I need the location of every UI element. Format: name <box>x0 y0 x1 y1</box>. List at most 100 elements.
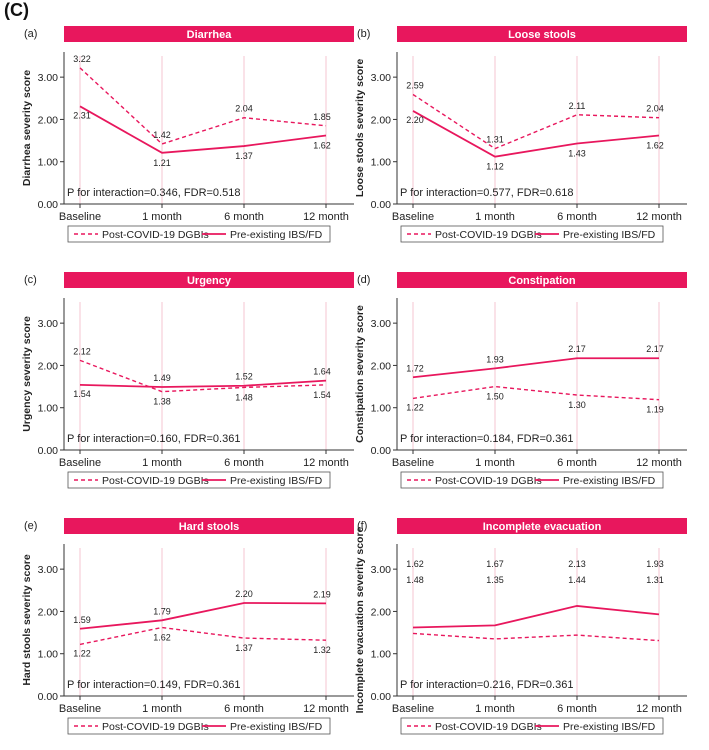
data-label: 1.48 <box>406 575 424 585</box>
y-tick-label: 2.00 <box>371 606 392 618</box>
x-tick-label: 6 month <box>557 211 597 223</box>
data-label: 1.30 <box>568 400 586 410</box>
data-label: 1.54 <box>313 390 331 400</box>
legend-label-post: Post-COVID-19 DGBIs <box>435 229 542 241</box>
panel-letter: (b) <box>357 28 370 40</box>
panel-c: (c) Urgency 0.00 1.00 2.00 3.00 Baseline 1 mont… <box>21 272 354 489</box>
y-tick-label: 2.00 <box>38 114 59 126</box>
data-label: 1.12 <box>486 162 504 172</box>
x-tick-label: 1 month <box>142 703 182 715</box>
data-label: 2.12 <box>73 346 91 356</box>
x-tick-label: Baseline <box>59 457 101 469</box>
legend-label-post: Post-COVID-19 DGBIs <box>435 721 542 733</box>
legend-box <box>400 471 664 489</box>
panel-title: Hard stools <box>179 521 240 533</box>
legend-box <box>67 471 331 489</box>
panel-b: (b) Loose stools 0.00 1.00 2.00 3.00 Baseline 1… <box>354 26 687 243</box>
y-axis-title: Hard stools severity score <box>21 554 33 685</box>
x-tick-label: 6 month <box>224 457 264 469</box>
data-label: 2.19 <box>313 589 331 599</box>
y-tick-label: 0.00 <box>371 691 392 703</box>
data-label: 1.62 <box>313 140 331 150</box>
legend-label-pre: Pre-existing IBS/FD <box>230 229 323 241</box>
x-tick-label: 12 month <box>303 703 349 715</box>
series-line-post-covid <box>412 93 660 150</box>
series-line-pre-existing <box>412 605 660 629</box>
data-label: 1.43 <box>568 149 586 159</box>
panel-letter: (e) <box>24 520 37 532</box>
legend-box <box>400 225 664 243</box>
data-label: 1.64 <box>313 367 331 377</box>
legend-label-post: Post-COVID-19 DGBIs <box>435 475 542 487</box>
y-tick-label: 3.00 <box>38 564 59 576</box>
data-label: 1.31 <box>646 575 664 585</box>
data-label: 1.93 <box>486 354 504 364</box>
series-line-pre-existing <box>79 379 327 388</box>
legend-label-post: Post-COVID-19 DGBIs <box>102 229 209 241</box>
y-axis-title: Constipation severity score <box>354 305 366 443</box>
panel-letter: (a) <box>24 28 37 40</box>
legend-label-pre: Pre-existing IBS/FD <box>563 475 656 487</box>
data-label: 1.52 <box>235 372 253 382</box>
y-tick-label: 0.00 <box>38 445 59 457</box>
series-line-post-covid <box>79 359 327 393</box>
x-tick-label: Baseline <box>392 211 434 223</box>
p-interaction-annotation: P for interaction=0.149, FDR=0.361 <box>67 679 240 691</box>
panel-title: Incomplete evacuation <box>483 521 602 533</box>
data-label: 1.44 <box>568 575 586 585</box>
panel-title: Urgency <box>187 275 232 287</box>
data-label: 1.54 <box>73 389 91 399</box>
x-tick-label: 1 month <box>475 703 515 715</box>
data-label: 1.62 <box>646 140 664 150</box>
data-label: 1.62 <box>406 559 424 569</box>
data-label: 1.37 <box>235 151 253 161</box>
y-tick-label: 1.00 <box>38 403 59 415</box>
p-interaction-annotation: P for interaction=0.184, FDR=0.361 <box>400 433 573 445</box>
panel-letter: (d) <box>357 274 370 286</box>
data-label: 2.17 <box>646 344 664 354</box>
p-interaction-annotation: P for interaction=0.160, FDR=0.361 <box>67 433 240 445</box>
y-tick-label: 0.00 <box>371 445 392 457</box>
legend-label-post: Post-COVID-19 DGBIs <box>102 475 209 487</box>
x-tick-label: 12 month <box>303 457 349 469</box>
data-label: 1.38 <box>153 397 171 407</box>
legend-label-pre: Pre-existing IBS/FD <box>230 721 323 733</box>
y-tick-label: 0.00 <box>371 199 392 211</box>
data-label: 1.59 <box>73 615 91 625</box>
data-label: 1.22 <box>73 648 91 658</box>
data-label: 1.72 <box>406 363 424 373</box>
data-label: 1.35 <box>486 575 504 585</box>
legend-box <box>400 717 664 735</box>
y-axis-title: Loose stools severity score <box>354 59 366 197</box>
y-tick-label: 1.00 <box>371 403 392 415</box>
data-label: 2.04 <box>646 104 664 114</box>
x-tick-label: 1 month <box>142 457 182 469</box>
figure-label: (C) <box>4 0 29 20</box>
data-label: 1.31 <box>486 135 504 145</box>
series-line-post-covid <box>79 626 327 646</box>
data-label: 2.20 <box>406 115 424 125</box>
y-tick-label: 1.00 <box>38 649 59 661</box>
data-label: 1.93 <box>646 559 664 569</box>
panel-a: (a) Diarrhea 0.00 1.00 2.00 3.00 Baseline 1 mon… <box>21 26 354 243</box>
data-label: 1.32 <box>313 645 331 655</box>
p-interaction-annotation: P for interaction=0.577, FDR=0.618 <box>400 187 573 199</box>
series-line-pre-existing <box>412 110 660 158</box>
y-tick-label: 3.00 <box>371 318 392 330</box>
data-label: 2.11 <box>569 101 586 111</box>
data-label: 1.49 <box>153 373 171 383</box>
x-tick-label: 6 month <box>557 703 597 715</box>
x-tick-label: 12 month <box>636 211 682 223</box>
y-axis-title: Incomplete evacuation severity score <box>354 526 366 713</box>
panel-title: Diarrhea <box>187 29 233 41</box>
data-label: 2.59 <box>406 80 424 90</box>
data-label: 1.79 <box>153 606 171 616</box>
series-line-pre-existing <box>79 105 327 154</box>
x-tick-label: Baseline <box>392 703 434 715</box>
p-interaction-annotation: P for interaction=0.216, FDR=0.361 <box>400 679 573 691</box>
panel-letter: (f) <box>357 520 367 532</box>
data-label: 1.19 <box>646 405 664 415</box>
data-label: 1.50 <box>486 392 504 402</box>
title-banner <box>64 518 354 534</box>
